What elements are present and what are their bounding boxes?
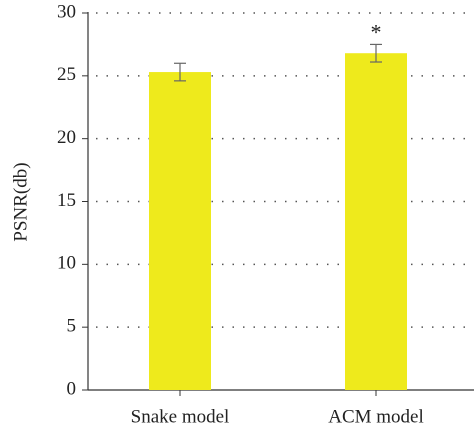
y-tick-label: 20 xyxy=(57,127,76,148)
x-tick-label: Snake model xyxy=(131,406,230,427)
y-tick-label: 10 xyxy=(57,253,76,274)
y-axis-label: PSNR(db) xyxy=(10,162,31,241)
y-tick-label: 30 xyxy=(57,1,76,22)
x-tick-label: ACM model xyxy=(328,406,424,427)
bar xyxy=(345,53,407,391)
error-bar xyxy=(370,43,382,63)
y-tick-label: 5 xyxy=(67,316,77,337)
y-tick-label: 15 xyxy=(57,190,76,211)
y-tick-label: 25 xyxy=(57,64,76,85)
y-tick-label: 0 xyxy=(67,378,77,399)
error-bar xyxy=(174,62,186,82)
bar xyxy=(149,72,211,391)
annotation: * xyxy=(371,19,382,44)
